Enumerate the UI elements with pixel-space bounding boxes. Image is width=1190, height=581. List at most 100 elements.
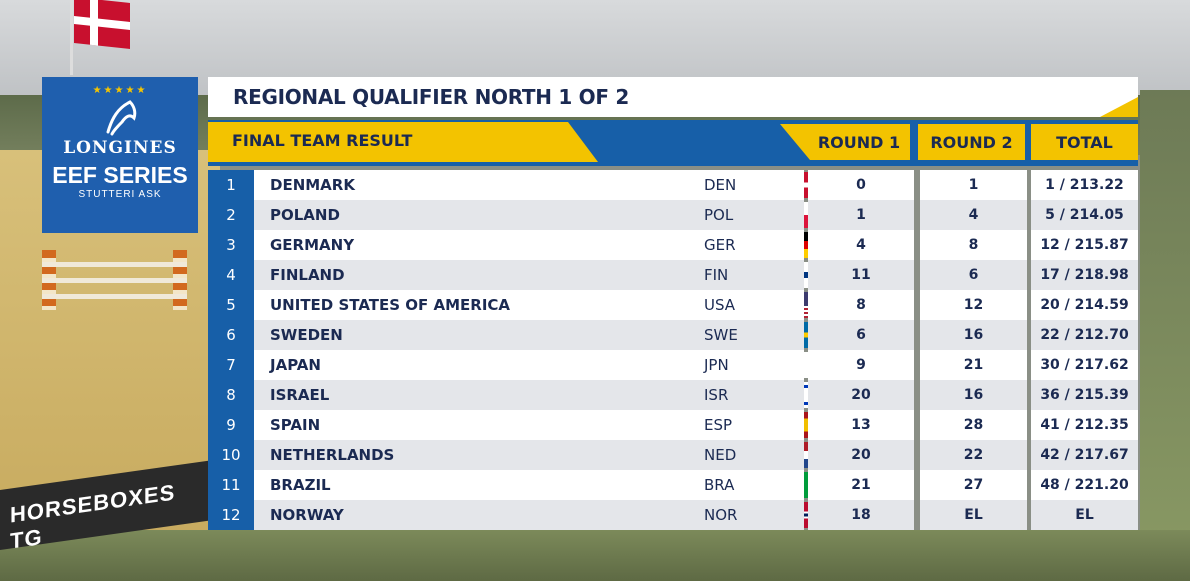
country-code: NOR — [704, 506, 738, 524]
total-cell: 48 / 221.20 — [1031, 470, 1138, 500]
team-name: BRAZIL — [270, 476, 331, 494]
country-code: POL — [704, 206, 734, 224]
team-name: POLAND — [270, 206, 340, 224]
round1-cell: 18 — [808, 500, 914, 530]
table-row: 1 DENMARK DEN 0 1 1 / 213.22 — [208, 170, 1138, 200]
table-row: 12 NORWAY NOR 18 EL EL — [208, 500, 1138, 530]
country-code: BRA — [704, 476, 735, 494]
team-name: SPAIN — [270, 416, 321, 434]
team-cell: SWEDEN SWE — [254, 320, 848, 350]
team-name: ISRAEL — [270, 386, 330, 404]
total-cell: 22 / 212.70 — [1031, 320, 1138, 350]
total-cell: 5 / 214.05 — [1031, 200, 1138, 230]
team-cell: ISRAEL ISR — [254, 380, 848, 410]
round1-cell: 9 — [808, 350, 914, 380]
background-ground — [0, 530, 1190, 581]
team-cell: JAPAN JPN — [254, 350, 848, 380]
rank-cell: 8 — [208, 380, 254, 410]
country-code: DEN — [704, 176, 737, 194]
eef-series-logo: ★★★★★ LONGINES EEF SERIES STUTTERI ASK — [42, 77, 198, 233]
table-row: 4 FINLAND FIN 11 6 17 / 218.98 — [208, 260, 1138, 290]
total-cell: 42 / 217.67 — [1031, 440, 1138, 470]
column-header-round2: ROUND 2 — [918, 124, 1025, 160]
results-table: 1 DENMARK DEN 0 1 1 / 213.22 2 POLAND POL 1 4 5 / 2… — [208, 170, 1138, 530]
team-name: NORWAY — [270, 506, 344, 524]
background-grass — [1140, 90, 1190, 581]
rank-cell: 10 — [208, 440, 254, 470]
round1-cell: 20 — [808, 380, 914, 410]
team-cell: POLAND POL — [254, 200, 848, 230]
team-cell: BRAZIL BRA — [254, 470, 848, 500]
round2-cell: 6 — [920, 260, 1027, 290]
round2-cell: 8 — [920, 230, 1027, 260]
country-code: USA — [704, 296, 736, 314]
table-row: 3 GERMANY GER 4 8 12 / 215.87 — [208, 230, 1138, 260]
table-row: 7 JAPAN JPN 9 21 30 / 217.62 — [208, 350, 1138, 380]
table-row: 10 NETHERLANDS NED 20 22 42 / 217.67 — [208, 440, 1138, 470]
total-cell: 20 / 214.59 — [1031, 290, 1138, 320]
round1-cell: 0 — [808, 170, 914, 200]
table-row: 6 SWEDEN SWE 6 16 22 / 212.70 — [208, 320, 1138, 350]
horse-head-icon — [106, 100, 137, 136]
round1-cell: 11 — [808, 260, 914, 290]
subheader-accent — [208, 122, 598, 162]
round1-cell: 20 — [808, 440, 914, 470]
round2-cell: 4 — [920, 200, 1027, 230]
round1-cell: 8 — [808, 290, 914, 320]
table-row: 8 ISRAEL ISR 20 16 36 / 215.39 — [208, 380, 1138, 410]
country-code: SWE — [704, 326, 738, 344]
team-name: FINLAND — [270, 266, 345, 284]
round1-cell: 6 — [808, 320, 914, 350]
country-code: GER — [704, 236, 736, 254]
round2-cell: 21 — [920, 350, 1027, 380]
total-cell: 30 / 217.62 — [1031, 350, 1138, 380]
rank-cell: 4 — [208, 260, 254, 290]
total-cell: EL — [1031, 500, 1138, 530]
flagpole — [70, 0, 73, 75]
rank-cell: 3 — [208, 230, 254, 260]
round2-cell: 1 — [920, 170, 1027, 200]
round1-cell: 1 — [808, 200, 914, 230]
team-cell: SPAIN ESP — [254, 410, 848, 440]
logo-brand: LONGINES — [63, 138, 177, 158]
rank-cell: 1 — [208, 170, 254, 200]
table-row: 5 UNITED STATES OF AMERICA USA 8 12 20 / 214.… — [208, 290, 1138, 320]
team-name: JAPAN — [270, 356, 321, 374]
team-name: DENMARK — [270, 176, 355, 194]
total-cell: 1 / 213.22 — [1031, 170, 1138, 200]
round2-cell: 22 — [920, 440, 1027, 470]
round2-cell: EL — [920, 500, 1027, 530]
team-name: NETHERLANDS — [270, 446, 395, 464]
team-cell: GERMANY GER — [254, 230, 848, 260]
rank-cell: 5 — [208, 290, 254, 320]
logo-sponsor: STUTTERI ASK — [78, 189, 162, 200]
title-bar: REGIONAL QUALIFIER NORTH 1 OF 2 — [208, 77, 1138, 117]
total-cell: 36 / 215.39 — [1031, 380, 1138, 410]
round2-cell: 27 — [920, 470, 1027, 500]
stars-icon: ★★★★★ — [92, 85, 148, 96]
total-cell: 17 / 218.98 — [1031, 260, 1138, 290]
country-code: NED — [704, 446, 737, 464]
rank-cell: 2 — [208, 200, 254, 230]
table-row: 2 POLAND POL 1 4 5 / 214.05 — [208, 200, 1138, 230]
team-name: SWEDEN — [270, 326, 343, 344]
round2-cell: 16 — [920, 320, 1027, 350]
subheader-title: FINAL TEAM RESULT — [232, 131, 413, 150]
rank-cell: 12 — [208, 500, 254, 530]
show-jump-fence — [42, 250, 187, 310]
round1-cell: 4 — [808, 230, 914, 260]
team-cell: FINLAND FIN — [254, 260, 848, 290]
team-cell: DENMARK DEN — [254, 170, 848, 200]
team-cell: NETHERLANDS NED — [254, 440, 848, 470]
table-row: 9 SPAIN ESP 13 28 41 / 212.35 — [208, 410, 1138, 440]
team-name: UNITED STATES OF AMERICA — [270, 296, 511, 314]
round2-cell: 16 — [920, 380, 1027, 410]
table-row: 11 BRAZIL BRA 21 27 48 / 221.20 — [208, 470, 1138, 500]
team-cell: UNITED STATES OF AMERICA USA — [254, 290, 848, 320]
logo-series: EEF SERIES — [52, 162, 188, 188]
rank-cell: 11 — [208, 470, 254, 500]
total-cell: 41 / 212.35 — [1031, 410, 1138, 440]
team-name: GERMANY — [270, 236, 355, 254]
round2-cell: 12 — [920, 290, 1027, 320]
rank-cell: 7 — [208, 350, 254, 380]
